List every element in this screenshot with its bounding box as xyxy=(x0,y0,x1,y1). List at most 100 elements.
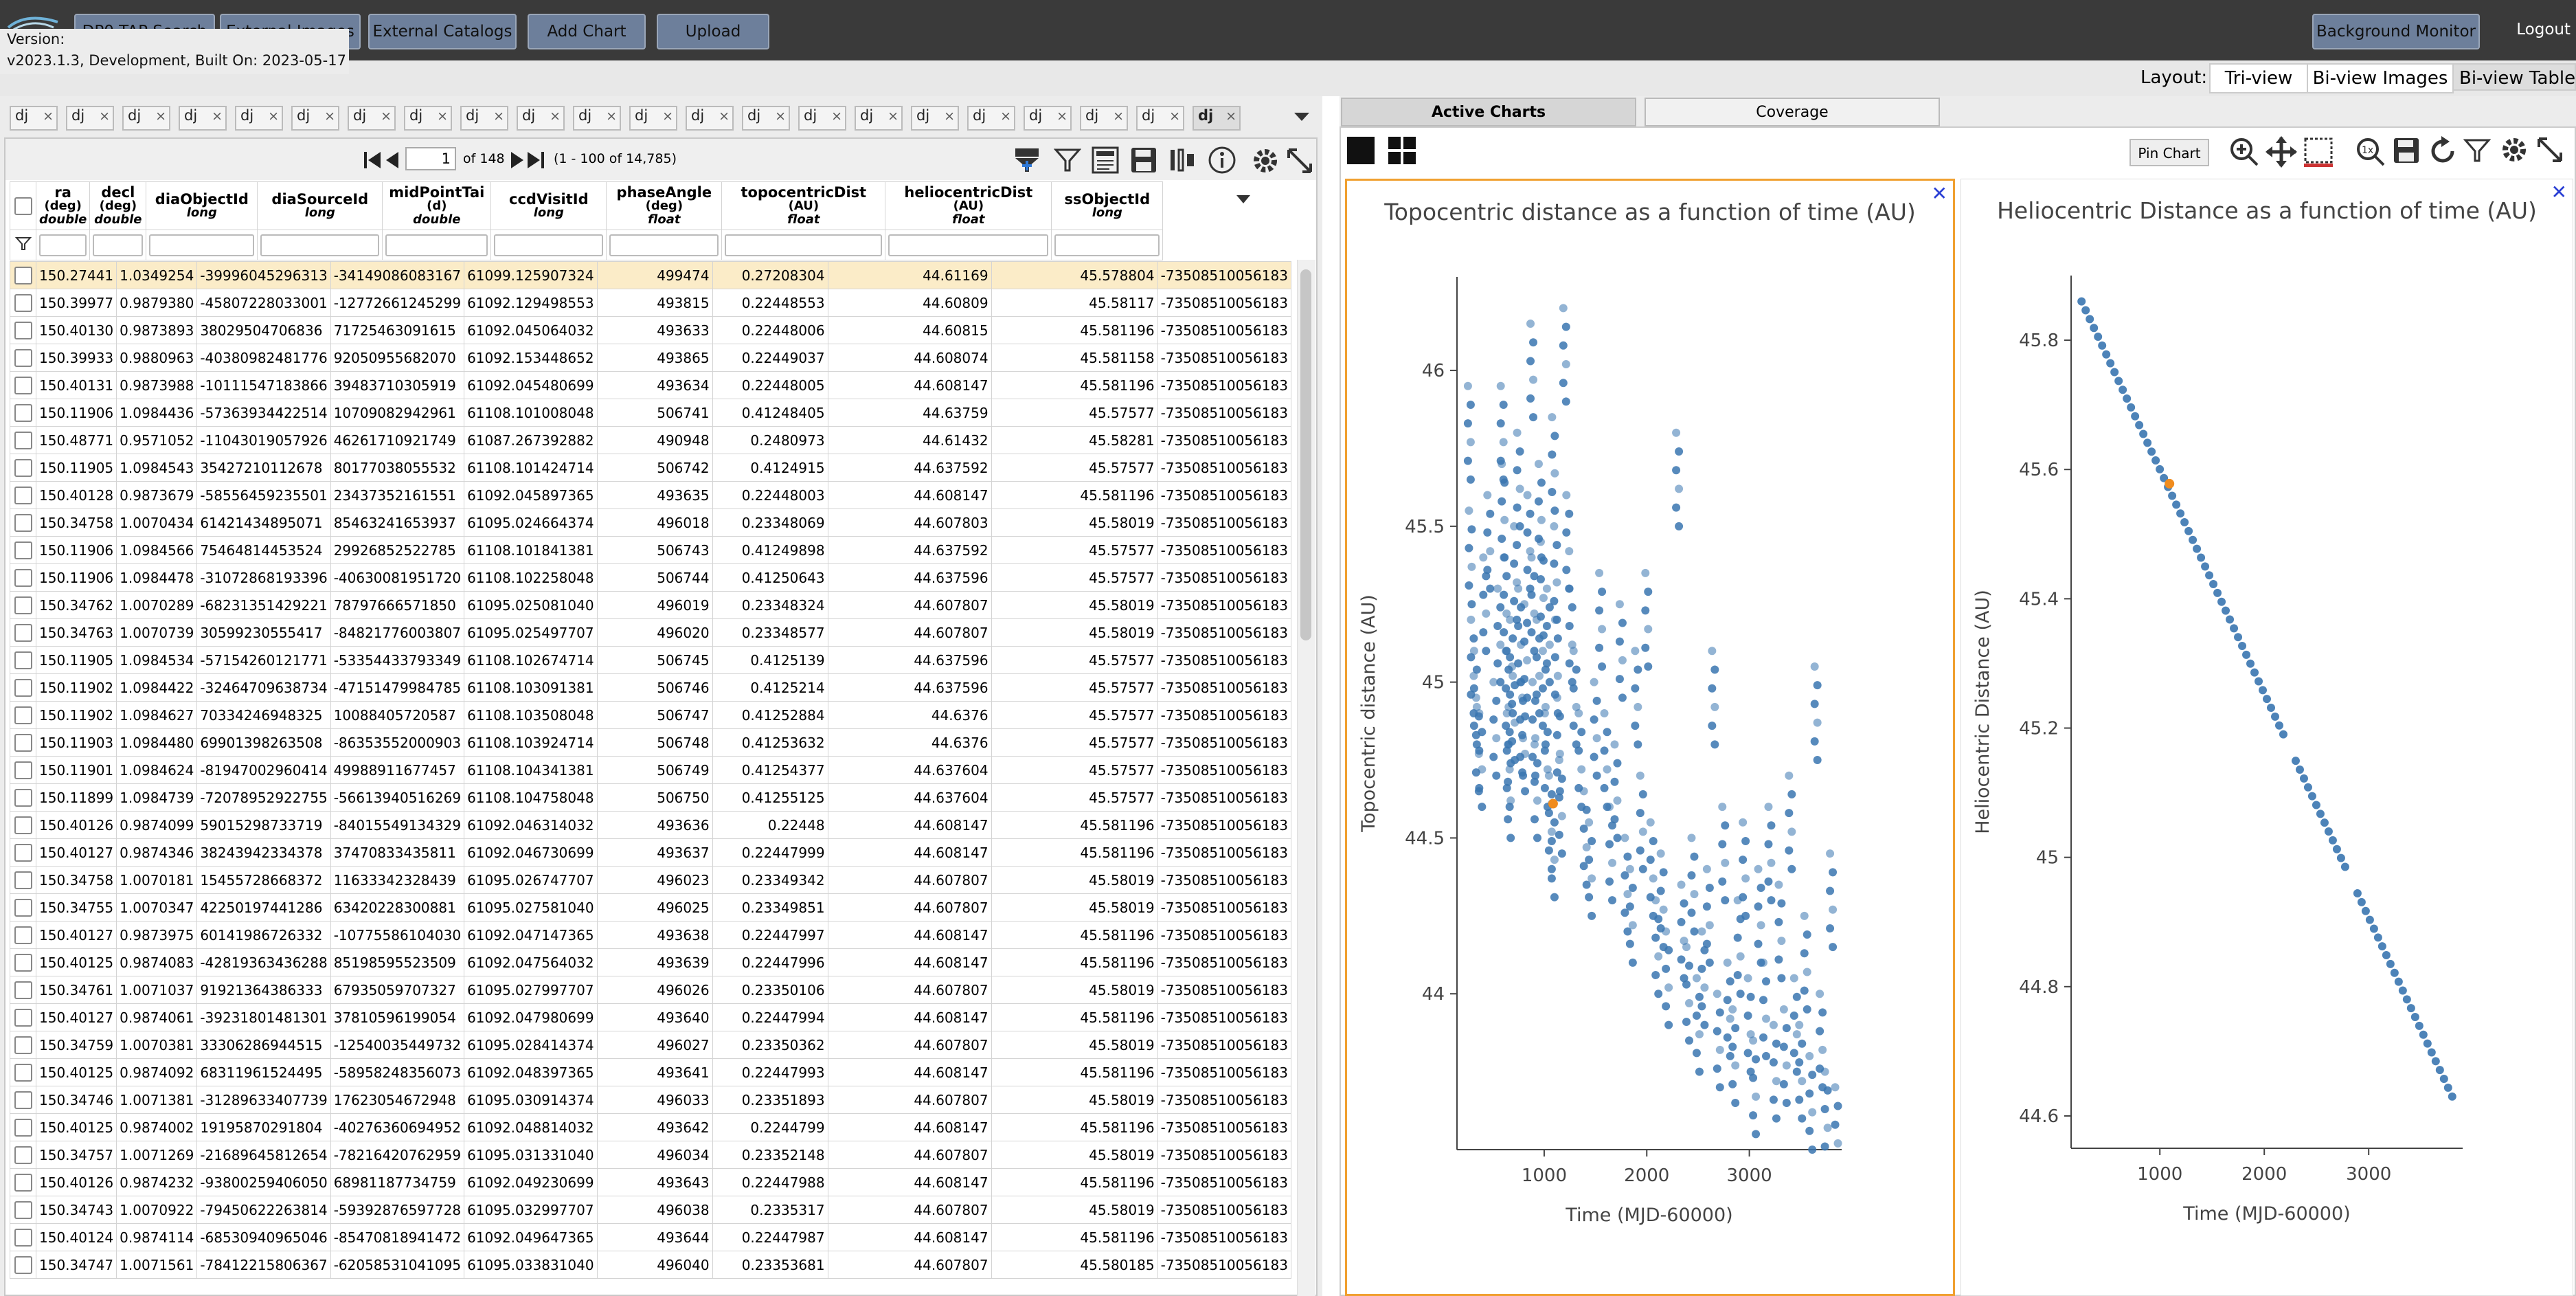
pin-chart-button[interactable]: Pin Chart xyxy=(2129,139,2209,166)
data-point[interactable] xyxy=(2357,897,2366,906)
data-point[interactable] xyxy=(1759,996,1767,1005)
data-point[interactable] xyxy=(1545,678,1554,686)
data-point[interactable] xyxy=(2123,394,2132,403)
data-point[interactable] xyxy=(1610,815,1619,824)
data-point[interactable] xyxy=(1743,1049,1752,1058)
data-point[interactable] xyxy=(1608,858,1616,867)
data-point[interactable] xyxy=(1726,977,1735,986)
single-view-icon[interactable] xyxy=(1345,135,1377,169)
table-settings-gear-icon[interactable] xyxy=(1250,146,1280,179)
data-point[interactable] xyxy=(1548,450,1557,459)
data-point[interactable] xyxy=(2143,438,2152,447)
data-point[interactable] xyxy=(2266,704,2275,713)
close-tab-icon[interactable]: × xyxy=(381,109,392,124)
data-point[interactable] xyxy=(1559,341,1568,350)
data-point[interactable] xyxy=(1532,690,1541,699)
data-point[interactable] xyxy=(1772,1039,1781,1048)
logout-link[interactable]: Logout xyxy=(2516,21,2571,38)
table-tab[interactable]: dj × xyxy=(798,106,846,131)
data-point[interactable] xyxy=(1608,821,1616,830)
data-point[interactable] xyxy=(2098,341,2107,350)
data-point[interactable] xyxy=(1605,877,1614,886)
data-point[interactable] xyxy=(2106,359,2115,368)
data-point[interactable] xyxy=(1708,647,1717,656)
data-point[interactable] xyxy=(2246,659,2255,668)
data-point[interactable] xyxy=(1833,1102,1842,1110)
row-checkbox[interactable] xyxy=(14,843,32,862)
data-point[interactable] xyxy=(1625,864,1634,873)
data-point[interactable] xyxy=(1466,400,1475,409)
chart-expand-icon[interactable] xyxy=(2536,136,2564,166)
data-point[interactable] xyxy=(1505,728,1514,737)
data-point[interactable] xyxy=(1743,1011,1752,1020)
data-point[interactable] xyxy=(1772,1077,1781,1086)
data-point[interactable] xyxy=(1565,547,1574,556)
column-header-phaseAngle[interactable]: phaseAngle (deg) float xyxy=(606,181,723,230)
data-point[interactable] xyxy=(1543,765,1552,774)
data-point[interactable] xyxy=(2435,1066,2444,1075)
data-point[interactable] xyxy=(1813,681,1822,690)
data-point[interactable] xyxy=(1713,1064,1721,1073)
row-select-cell[interactable] xyxy=(10,1058,36,1086)
last-page-icon[interactable] xyxy=(526,150,545,173)
data-point[interactable] xyxy=(1826,849,1835,858)
data-point[interactable] xyxy=(1779,1080,1788,1088)
table-tab[interactable]: dj × xyxy=(348,106,396,131)
data-point[interactable] xyxy=(1682,1018,1691,1027)
data-point[interactable] xyxy=(1463,456,1472,465)
data-point[interactable] xyxy=(1779,1005,1788,1014)
data-point[interactable] xyxy=(1572,665,1581,674)
data-point[interactable] xyxy=(1708,722,1717,730)
data-point[interactable] xyxy=(1795,1095,1804,1104)
data-point[interactable] xyxy=(1506,690,1515,699)
data-point[interactable] xyxy=(1728,1042,1737,1051)
table-row[interactable]: 150.34758 1.0070434 61421434895071 85463241… xyxy=(10,509,1291,537)
data-point[interactable] xyxy=(1539,594,1548,603)
data-point[interactable] xyxy=(1623,927,1632,936)
data-point[interactable] xyxy=(1813,756,1822,765)
data-point[interactable] xyxy=(1555,830,1563,839)
data-point[interactable] xyxy=(1509,709,1517,717)
data-point[interactable] xyxy=(1472,740,1481,749)
text-view-icon[interactable] xyxy=(1091,146,1120,177)
data-point[interactable] xyxy=(1625,939,1634,948)
data-point[interactable] xyxy=(1731,1098,1740,1107)
data-point[interactable] xyxy=(2139,429,2148,438)
column-filter-input[interactable] xyxy=(260,234,380,256)
layout-option-bi-view-tables[interactable]: Bi-view Tables xyxy=(2452,63,2576,91)
data-point[interactable] xyxy=(1741,911,1750,920)
data-point[interactable] xyxy=(1803,968,1811,976)
filter-dropdown-chevron-down-icon[interactable] xyxy=(1235,192,1252,209)
table-row[interactable]: 150.40130 0.9873893 38029504706836 71725463… xyxy=(10,316,1291,344)
data-point[interactable] xyxy=(1550,818,1559,827)
layout-option-tri-view[interactable]: Tri-view xyxy=(2209,63,2308,93)
data-point[interactable] xyxy=(1540,783,1549,792)
data-point[interactable] xyxy=(1577,765,1586,774)
table-row[interactable]: 150.40127 0.9873975 60141986726332 -1077558… xyxy=(10,921,1291,949)
data-point[interactable] xyxy=(2242,650,2251,659)
data-point[interactable] xyxy=(2336,853,2345,862)
row-select-cell[interactable] xyxy=(10,701,36,729)
data-point[interactable] xyxy=(1562,491,1571,500)
data-point[interactable] xyxy=(1789,1049,1798,1058)
data-point[interactable] xyxy=(1499,400,1508,409)
column-header-topocentricDist[interactable]: topocentricDist (AU) float xyxy=(721,181,886,230)
data-point[interactable] xyxy=(1680,937,1688,946)
layout-option-bi-view-images[interactable]: Bi-view Images xyxy=(2307,63,2454,93)
data-point[interactable] xyxy=(2373,933,2382,942)
table-row[interactable]: 150.40125 0.9874002 19195870291804 -4027636… xyxy=(10,1113,1291,1141)
data-point[interactable] xyxy=(1550,432,1559,440)
data-point[interactable] xyxy=(1682,943,1691,952)
row-checkbox[interactable] xyxy=(14,293,32,312)
data-point[interactable] xyxy=(1500,553,1509,562)
table-row[interactable]: 150.11906 1.0984436 -57363934422514 1070908… xyxy=(10,399,1291,427)
data-point[interactable] xyxy=(1482,647,1491,656)
row-select-cell[interactable] xyxy=(10,811,36,839)
data-point[interactable] xyxy=(1544,809,1553,818)
close-tab-icon[interactable]: × xyxy=(212,109,223,124)
data-point[interactable] xyxy=(1749,1036,1758,1045)
data-point[interactable] xyxy=(1565,622,1574,630)
table-row[interactable]: 150.11906 1.0984566 75464814453524 29926852… xyxy=(10,536,1291,564)
data-point[interactable] xyxy=(1588,911,1596,920)
data-point[interactable] xyxy=(1531,771,1539,780)
